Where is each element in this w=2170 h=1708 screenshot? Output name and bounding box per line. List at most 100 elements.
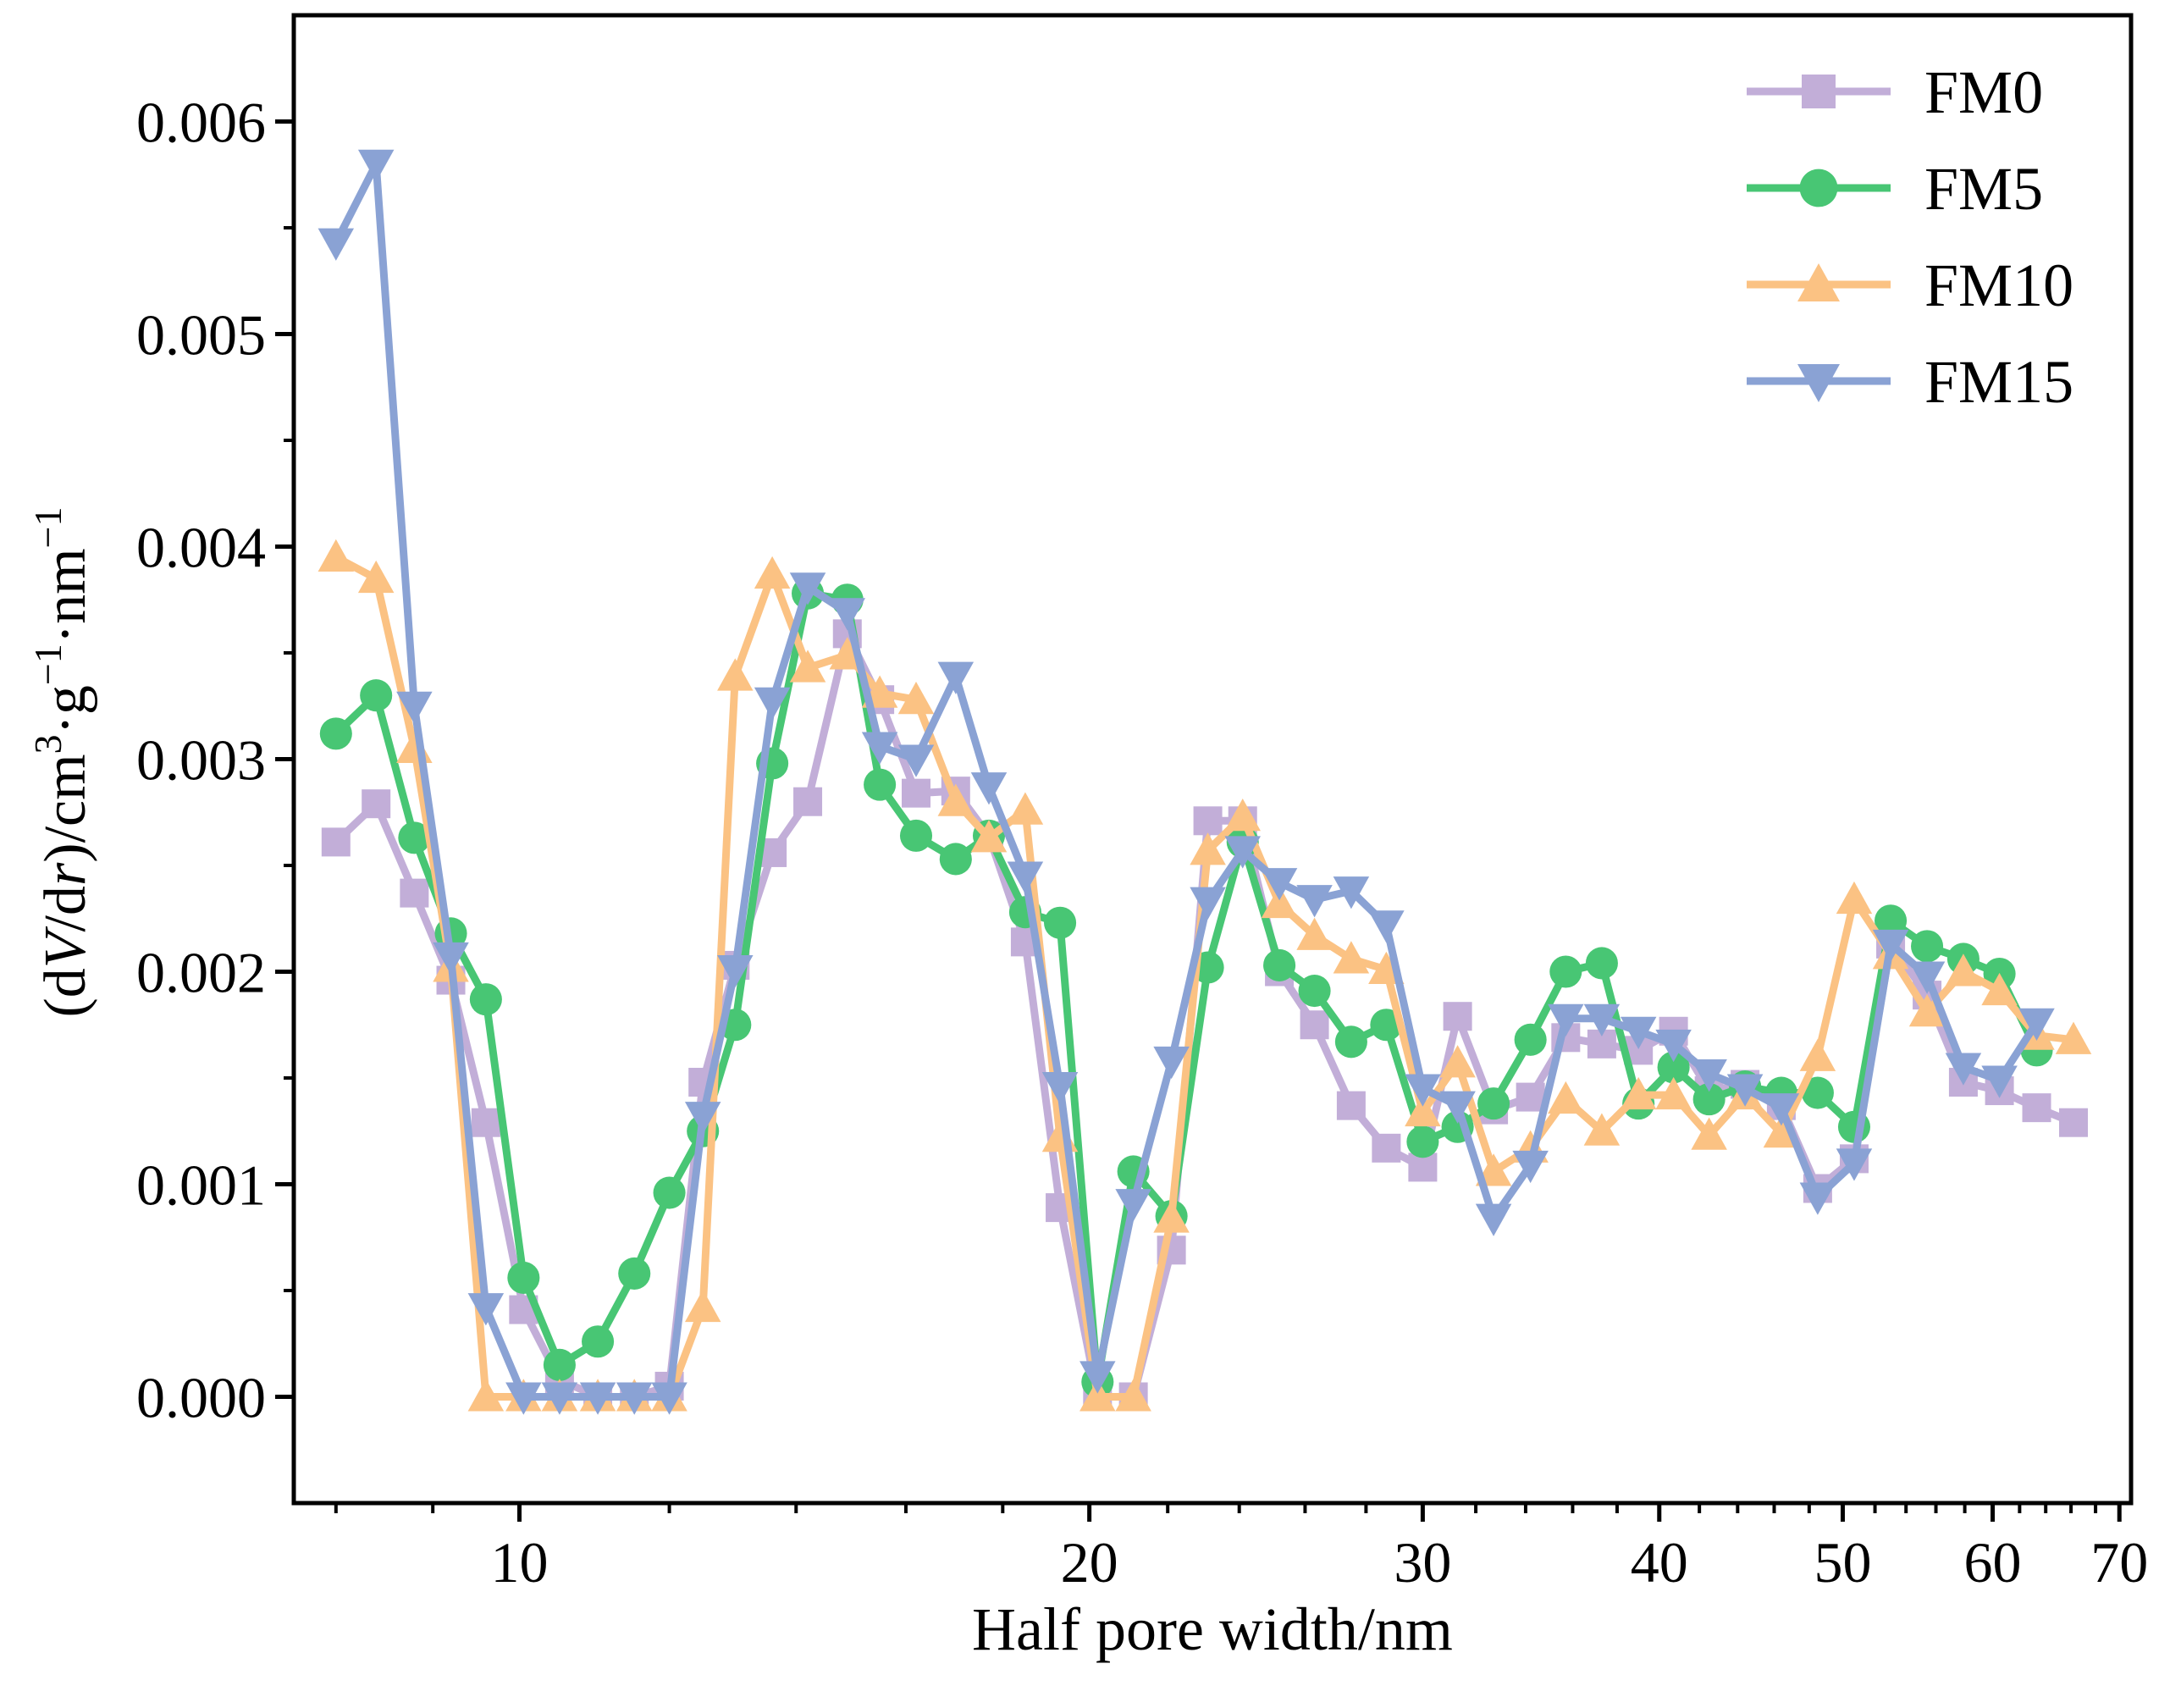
- y-axis-label-part: V: [33, 926, 98, 968]
- fm15-point: [1475, 1203, 1512, 1236]
- fm10-point: [1405, 1093, 1441, 1127]
- legend: FM0 FM5 FM10 FM15: [1747, 58, 2073, 416]
- fm15-point: [651, 1382, 687, 1415]
- legend-label: FM15: [1924, 348, 2073, 416]
- fm10-point: [1115, 1379, 1151, 1412]
- fm0-point: [471, 1108, 500, 1137]
- fm5-point: [1370, 1009, 1403, 1042]
- fm10-point: [937, 783, 975, 816]
- fm10-point: [1691, 1117, 1727, 1150]
- x-tick-label: 30: [1394, 1530, 1451, 1595]
- fm10-point: [1079, 1379, 1116, 1412]
- fm10-point: [317, 539, 355, 572]
- fm10-point: [789, 649, 826, 683]
- fm10-point: [2055, 1021, 2092, 1054]
- fm0-point: [2059, 1108, 2089, 1137]
- fm10-point: [1981, 972, 2018, 1006]
- fm5-point: [1044, 906, 1077, 939]
- fm10-point: [357, 560, 395, 594]
- fm10-point: [1261, 885, 1298, 919]
- fm15-point: [505, 1382, 542, 1415]
- fm15-point: [396, 691, 433, 724]
- y-tick-label: 0.002: [136, 941, 266, 1005]
- legend-label: FM10: [1924, 252, 2073, 319]
- fm15-point: [1333, 876, 1370, 909]
- fm10-point: [1296, 917, 1333, 950]
- series-fm0: [321, 619, 2089, 1412]
- fm10-point: [970, 820, 1008, 853]
- fm10-point: [1620, 1076, 1657, 1110]
- fm15-point: [1190, 887, 1226, 920]
- fm15-point: [1115, 1189, 1151, 1222]
- fm10-point: [1153, 1200, 1190, 1233]
- y-tick-label: 0.005: [136, 303, 266, 368]
- fm15-point: [1691, 1059, 1727, 1092]
- y-axis-label-part: −1: [26, 644, 69, 685]
- fm15-point: [1224, 836, 1261, 869]
- fm5-point: [1657, 1051, 1690, 1084]
- fm15-point: [754, 687, 791, 720]
- legend-swatch-marker: [1802, 75, 1836, 108]
- fm0-point: [1443, 1002, 1472, 1031]
- fm0-point: [1193, 806, 1223, 836]
- fm10-point: [1224, 799, 1261, 832]
- fm15-point: [897, 744, 935, 777]
- fm5-point: [1406, 1125, 1439, 1158]
- fm15-point: [579, 1382, 616, 1415]
- y-axis-label-part: ·nm: [33, 548, 98, 644]
- fm15-point: [541, 1382, 578, 1415]
- fm5-point: [899, 819, 933, 852]
- fm5-point: [1514, 1023, 1547, 1056]
- fm10-point: [754, 556, 791, 589]
- fm10-point: [684, 1289, 721, 1323]
- fm10-point: [897, 681, 935, 715]
- fm10-point: [1007, 792, 1044, 825]
- fm15-point: [1153, 1046, 1190, 1080]
- fm15-point: [1261, 868, 1298, 901]
- fm15-point: [1799, 1182, 1836, 1215]
- fm5-point: [1263, 948, 1296, 982]
- legend-label: FM5: [1924, 155, 2043, 223]
- x-tick-label: 20: [1061, 1530, 1118, 1595]
- fm5-point: [360, 679, 393, 712]
- fm10-point: [717, 658, 754, 691]
- fm0-point: [1300, 1010, 1329, 1040]
- legend-item-fm5: FM5: [1747, 155, 2043, 223]
- fm15-point: [1439, 1091, 1476, 1124]
- fm5-point: [618, 1257, 651, 1290]
- fm15-point: [1981, 1065, 2018, 1098]
- fm15-point: [861, 732, 898, 765]
- y-axis-label: (dV/dr)/cm3·g−1·nm−1: [26, 506, 98, 1017]
- fm0-point: [793, 787, 823, 816]
- fm15-point: [1655, 1029, 1692, 1063]
- fm15-point: [1007, 861, 1044, 894]
- legend-item-fm0: FM0: [1747, 58, 2043, 126]
- fm15-point: [1908, 961, 1946, 994]
- fm15-point: [1763, 1093, 1800, 1126]
- y-axis-label-part: r: [33, 862, 98, 886]
- y-axis-label-part: −1: [26, 506, 69, 548]
- fm10-point: [1548, 1081, 1584, 1114]
- fm15-point: [1583, 1003, 1621, 1036]
- fm15-point: [1512, 1150, 1549, 1184]
- fm15-point: [1836, 1148, 1873, 1181]
- y-axis-label-part: /d: [33, 886, 98, 931]
- fm5-point: [864, 768, 897, 801]
- fm15-point: [684, 1102, 721, 1135]
- fm10-point: [1655, 1076, 1692, 1110]
- fm15-point: [357, 149, 395, 182]
- fm15-point: [1405, 1074, 1441, 1107]
- fm10-point: [1836, 881, 1873, 915]
- y-tick-label: 0.004: [136, 516, 266, 580]
- x-tick-label: 60: [1964, 1530, 2022, 1595]
- legend-swatch-marker: [1797, 263, 1840, 301]
- fm5-point: [1298, 975, 1331, 1008]
- legend-item-fm10: FM10: [1747, 252, 2073, 319]
- y-tick-label: 0.001: [136, 1153, 266, 1218]
- fm5-point: [939, 843, 972, 876]
- fm0-line: [332, 629, 2078, 1401]
- fm5-point: [582, 1325, 615, 1358]
- fm5-point: [507, 1261, 540, 1294]
- axis-ticks: 0.000 0.001 0.002 0.003 0.004 0.005 0.006 10 20 3…: [136, 91, 2148, 1595]
